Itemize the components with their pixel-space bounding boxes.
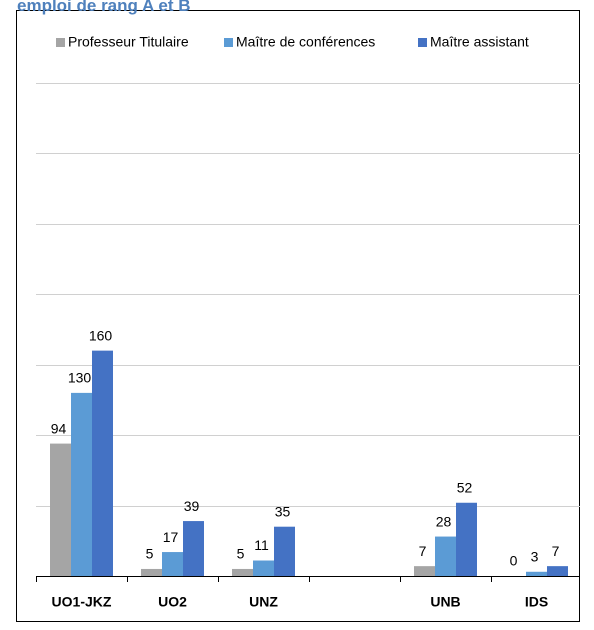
legend-label: Professeur Titulaire	[68, 34, 189, 50]
legend-swatch	[224, 38, 233, 47]
bar	[526, 571, 547, 576]
bar	[253, 560, 274, 576]
data-label: 17	[163, 529, 179, 545]
data-label: 11	[254, 537, 269, 553]
x-tick-label: UNZ	[249, 594, 278, 610]
legend-label: Maître assistant	[430, 34, 529, 50]
bar	[141, 568, 162, 576]
bar	[183, 521, 204, 576]
legend-swatch	[418, 38, 427, 47]
data-label: 7	[419, 543, 427, 559]
bar	[435, 536, 456, 576]
bar	[456, 502, 477, 576]
chart-title: emploi de rang A et B	[17, 0, 191, 15]
data-label: 3	[531, 548, 539, 564]
x-tick-label: UNB	[430, 594, 460, 610]
x-tick-label: UO1-JKZ	[52, 594, 112, 610]
chart-frame	[16, 10, 580, 622]
bar	[232, 568, 253, 576]
bar	[162, 552, 183, 576]
bar	[547, 566, 568, 576]
bar	[414, 566, 435, 576]
data-label: 160	[89, 327, 113, 343]
data-label: 7	[552, 543, 560, 559]
legend-label: Maître de conférences	[236, 34, 375, 50]
data-label: 52	[457, 479, 473, 495]
x-tick-label: UO2	[158, 594, 187, 610]
data-label: 39	[184, 498, 200, 514]
data-label: 28	[436, 513, 452, 529]
bar	[92, 350, 113, 576]
data-label: 35	[275, 503, 291, 519]
bar	[50, 443, 71, 576]
data-label: 94	[51, 420, 67, 436]
data-label: 0	[510, 553, 518, 569]
data-label: 5	[146, 546, 154, 562]
x-tick-label: IDS	[525, 594, 548, 610]
data-label: 5	[237, 546, 245, 562]
bar	[274, 526, 295, 576]
legend-swatch	[56, 38, 65, 47]
bar	[71, 392, 92, 576]
data-label: 130	[68, 370, 92, 386]
